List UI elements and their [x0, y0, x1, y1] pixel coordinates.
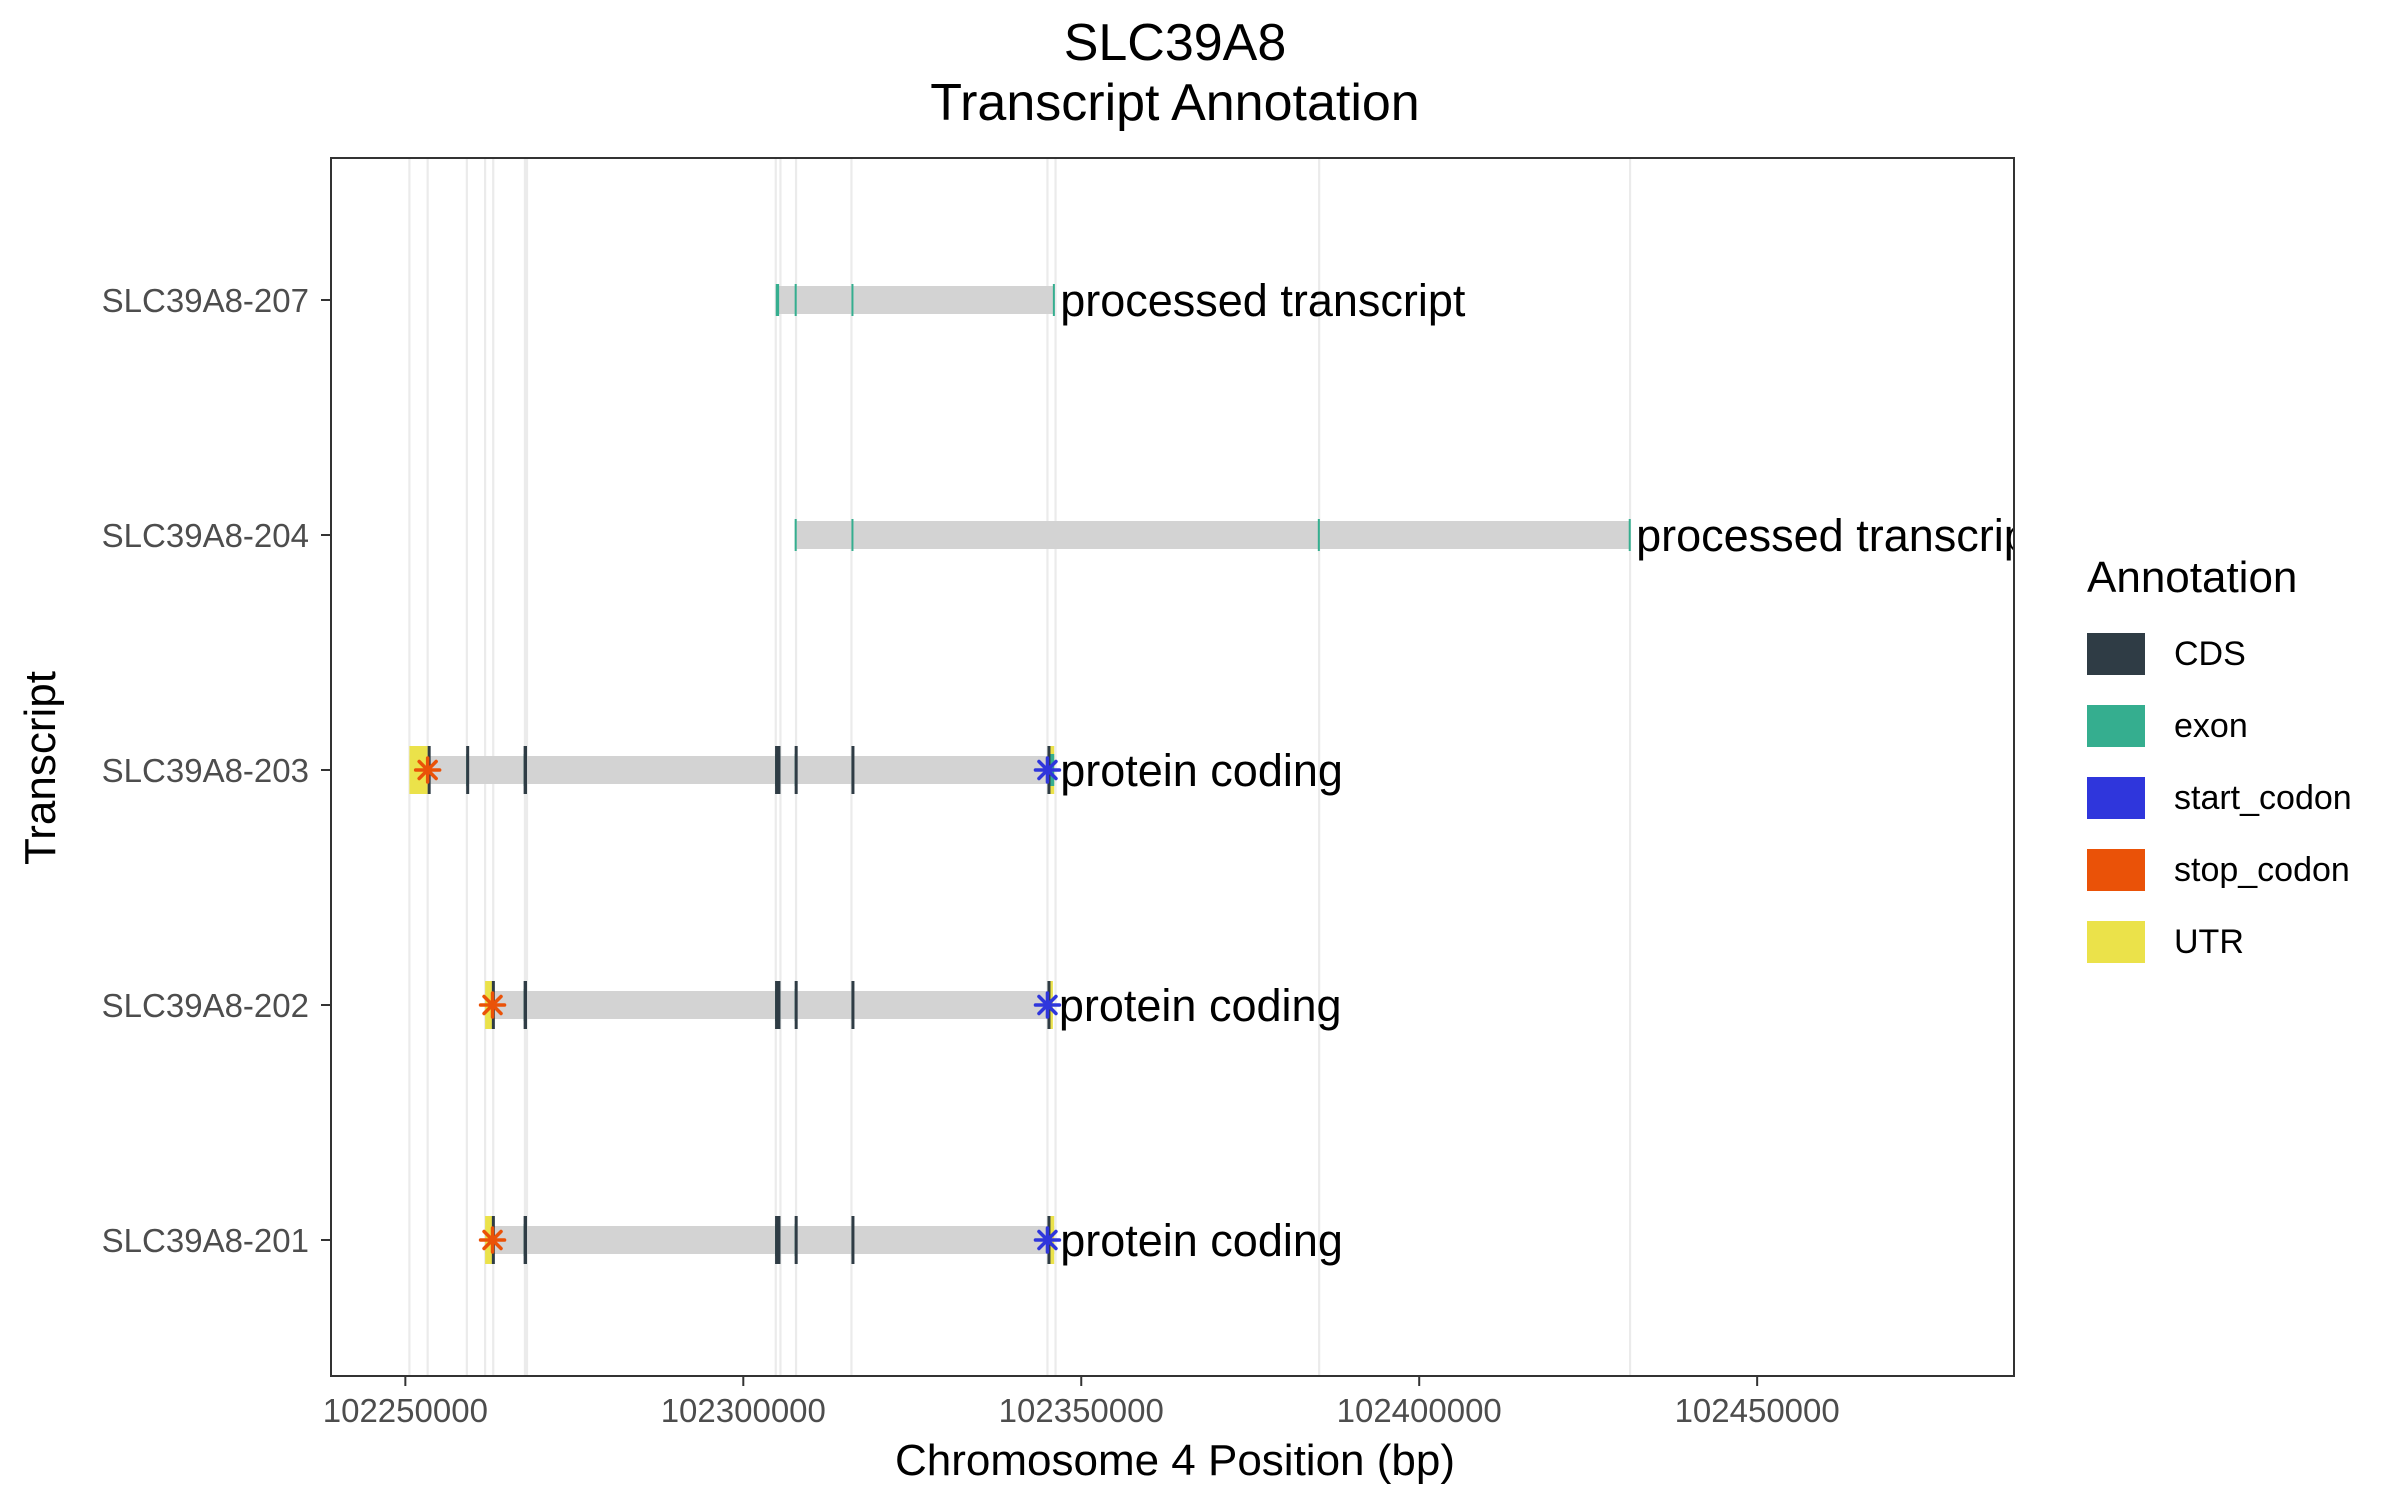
- transcript-bar: [485, 991, 1053, 1019]
- stop-codon-marker-stroke: [482, 1229, 503, 1251]
- transcript-type-label: protein coding: [1060, 745, 1343, 796]
- legend-label: exon: [2174, 707, 2248, 745]
- chart-title-line2: Transcript Annotation: [930, 74, 1419, 132]
- transcript-type-label: protein coding: [1059, 980, 1342, 1031]
- legend-label: UTR: [2174, 923, 2244, 961]
- x-tick-label: 102250000: [323, 1392, 488, 1429]
- stop-codon-marker-stroke: [417, 759, 438, 781]
- y-tick-label: SLC39A8-204: [102, 517, 309, 554]
- cds-block: [851, 746, 855, 794]
- exon-block: [794, 284, 797, 316]
- stop-codon-marker-stroke: [482, 994, 503, 1016]
- cds-block: [775, 981, 781, 1029]
- cds-block: [851, 981, 855, 1029]
- legend-label: CDS: [2174, 635, 2246, 673]
- exon-block: [1317, 519, 1320, 551]
- exon-block: [851, 519, 854, 551]
- x-tick-label: 102450000: [1675, 1392, 1840, 1429]
- transcript-track: [794, 519, 1631, 551]
- plot-area: processed transcript processed transcript…: [331, 158, 2042, 1376]
- transcript-track: [485, 1216, 1055, 1264]
- plot-border: [330, 157, 2015, 1377]
- start-codon-marker: [1033, 991, 1062, 1019]
- stop-codon-marker: [413, 756, 442, 784]
- stop-codon-marker: [478, 1226, 507, 1254]
- start-codon-marker-stroke: [1037, 759, 1058, 781]
- legend-label: stop_codon: [2174, 851, 2350, 889]
- cds-block: [775, 1216, 781, 1264]
- transcript-type-label: processed transcript: [1636, 510, 2042, 561]
- transcript-track: [775, 284, 1055, 316]
- legend-key: [2087, 705, 2145, 747]
- y-tick-label: SLC39A8-207: [102, 282, 309, 319]
- start-codon-marker-stroke: [1037, 1229, 1058, 1251]
- start-codon-marker: [1033, 1226, 1062, 1254]
- transcript-bar: [775, 286, 1055, 314]
- cds-block: [794, 1216, 798, 1264]
- legend-key: [2087, 633, 2145, 675]
- y-tick-label: SLC39A8-203: [102, 752, 309, 789]
- x-tick-label: 102300000: [661, 1392, 826, 1429]
- y-tick-label: SLC39A8-201: [102, 1222, 309, 1259]
- exon-block: [794, 519, 797, 551]
- exon-block: [851, 284, 854, 316]
- chart-title-line1: SLC39A8: [1064, 14, 1287, 72]
- x-tick-label: 102400000: [1337, 1392, 1502, 1429]
- cds-block: [851, 1216, 855, 1264]
- x-axis-title: Chromosome 4 Position (bp): [895, 1436, 1455, 1485]
- legend-label: start_codon: [2174, 779, 2352, 817]
- transcript-bar: [485, 1226, 1055, 1254]
- y-tick-label: SLC39A8-202: [102, 987, 309, 1024]
- y-axis-title: Transcript: [16, 671, 65, 865]
- start-codon-marker-stroke: [1037, 994, 1058, 1016]
- exon-block: [1628, 519, 1631, 551]
- legend-key: [2087, 849, 2145, 891]
- cds-block: [466, 746, 470, 794]
- cds-block: [794, 981, 798, 1029]
- cds-block: [523, 746, 528, 794]
- transcript-type-label: protein coding: [1060, 1215, 1343, 1266]
- exon-block: [1052, 284, 1055, 316]
- legend: Annotation CDS exon start_codon stop_codon U…: [2087, 553, 2352, 963]
- exon-block: [775, 284, 780, 316]
- transcript-bar: [794, 521, 1631, 549]
- legend-key: [2087, 921, 2145, 963]
- transcript-bar: [409, 756, 1055, 784]
- legend-title: Annotation: [2087, 553, 2297, 602]
- cds-block: [523, 1216, 528, 1264]
- legend-key: [2087, 777, 2145, 819]
- transcript-type-label: processed transcript: [1060, 275, 1466, 326]
- cds-block: [794, 746, 798, 794]
- x-tick-label: 102350000: [999, 1392, 1164, 1429]
- stop-codon-marker: [478, 991, 507, 1019]
- cds-block: [523, 981, 528, 1029]
- cds-block: [775, 746, 781, 794]
- start-codon-marker: [1033, 756, 1062, 784]
